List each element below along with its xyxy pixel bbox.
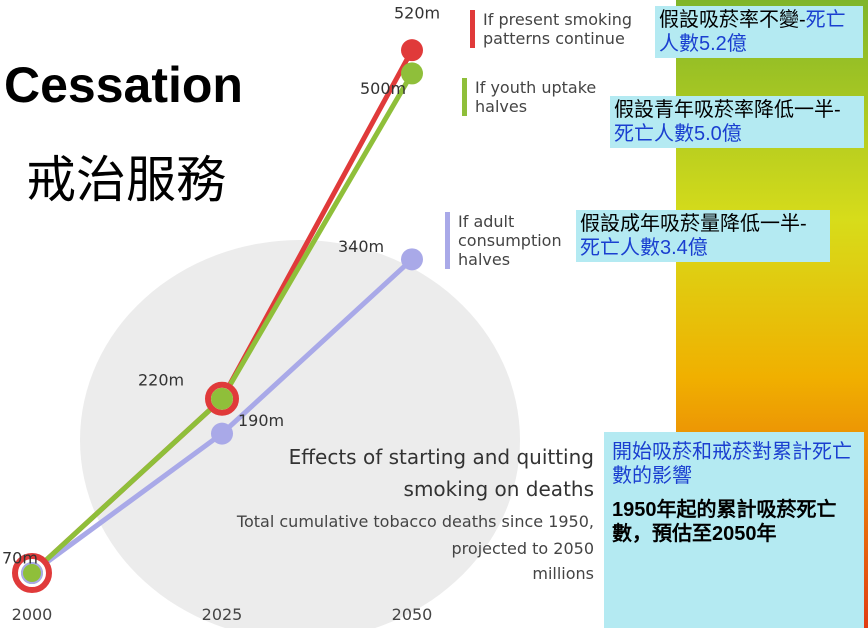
note-text: 假設青年吸菸率降低一半- — [614, 99, 841, 121]
note-text: 1950年起的累計吸菸死亡數，預估至2050年 — [612, 499, 837, 545]
x-tick-label: 2025 — [202, 605, 243, 624]
note-box: 假設成年吸菸量降低一半-死亡人數3.4億 — [576, 210, 830, 262]
data-point — [211, 422, 233, 445]
note-highlight: 開始吸菸和戒菸對累計死亡數的影響 — [612, 441, 852, 487]
note-text: 假設吸菸率不變- — [659, 9, 806, 31]
x-tick-label: 2000 — [12, 605, 53, 624]
value-label: 70m — [2, 549, 38, 568]
y-label: millions — [532, 564, 594, 583]
note-highlight: 死亡人數5.0億 — [614, 123, 742, 145]
legend-entry: If present smoking patterns continue — [470, 10, 653, 48]
chart-subtitle: Total cumulative tobacco deaths since 19… — [236, 512, 594, 558]
note-highlight: 死亡人數3.4億 — [580, 237, 708, 259]
note-box: 開始吸菸和戒菸對累計死亡數的影響 1950年起的累計吸菸死亡數，預估至2050年 — [604, 432, 864, 628]
note-box: 假設青年吸菸率降低一半-死亡人數5.0億 — [610, 96, 864, 148]
data-point — [23, 564, 41, 583]
value-label: 190m — [238, 411, 284, 430]
data-point — [213, 389, 231, 408]
legend-entry: If adult consumption halves — [445, 212, 588, 269]
chart-title: Effects of starting and quitting smoking… — [288, 445, 594, 501]
value-label: 340m — [338, 237, 384, 256]
slide-subtitle: 戒治服務 — [26, 152, 226, 208]
legend-entry: If youth uptake halves — [462, 78, 625, 116]
x-tick-label: 2050 — [392, 605, 433, 624]
data-point — [401, 39, 423, 62]
value-label: 220m — [138, 370, 184, 389]
skull-background — [80, 240, 520, 628]
data-point — [401, 62, 423, 85]
value-label: 520m — [394, 4, 440, 23]
note-box: 假設吸菸率不變-死亡人數5.2億 — [655, 6, 863, 58]
slide-title: Cessation — [4, 57, 243, 113]
value-label: 500m — [360, 79, 406, 98]
note-highlight: 死亡人數5.2億 — [659, 9, 846, 55]
data-point — [401, 248, 423, 271]
note-text: 假設成年吸菸量降低一半- — [580, 213, 807, 235]
